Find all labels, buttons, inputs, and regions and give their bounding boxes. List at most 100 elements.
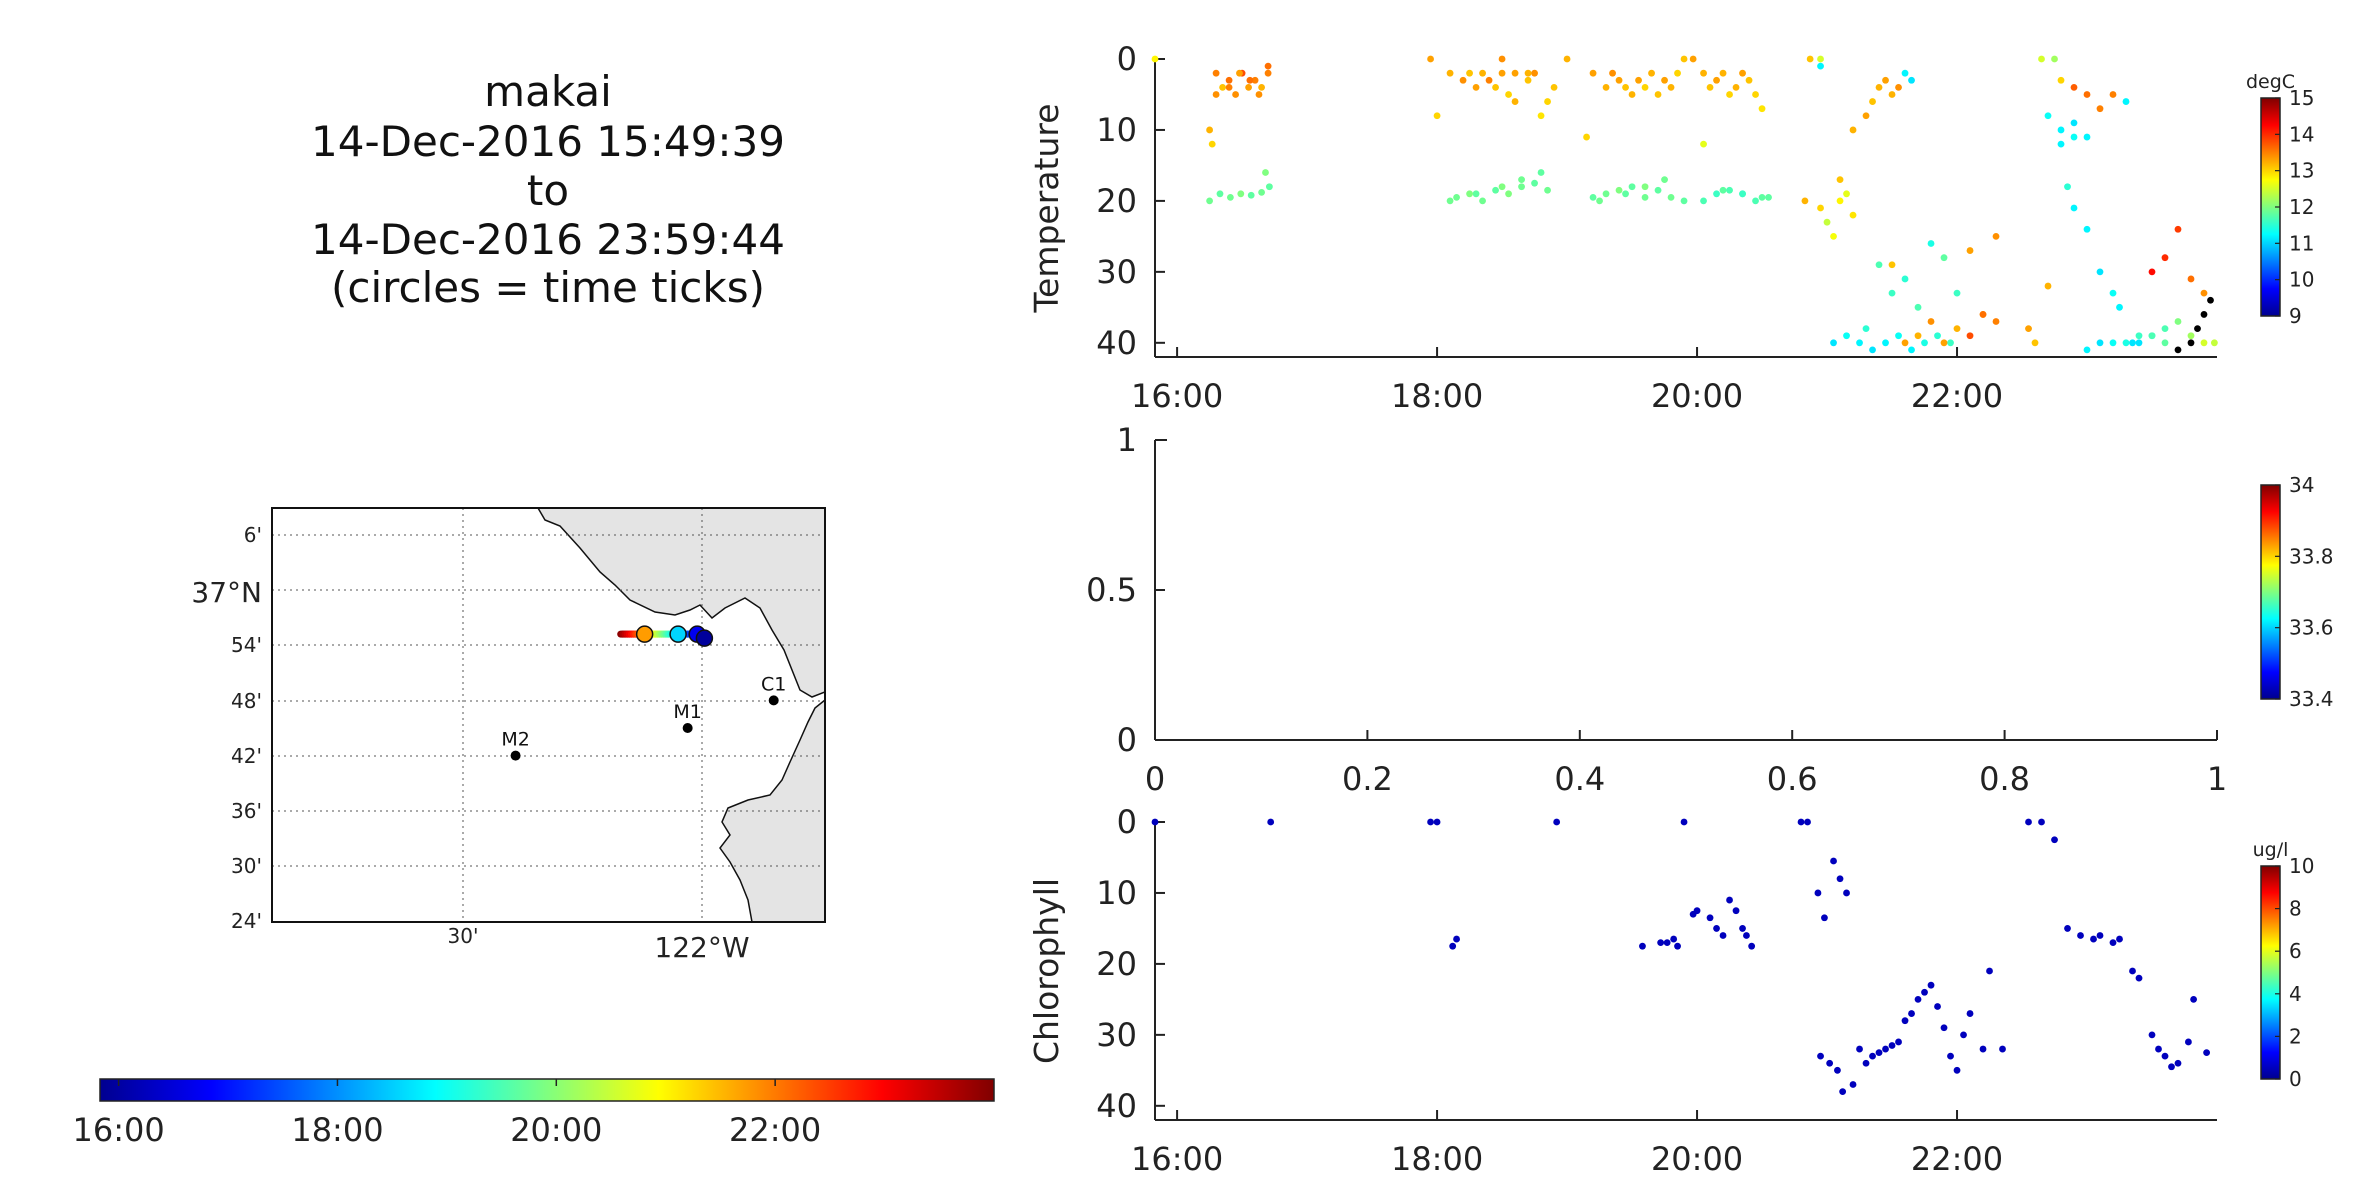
map-lat-tick: 36' [231, 799, 262, 823]
data-point [1615, 76, 1623, 84]
data-point [1258, 83, 1265, 91]
data-point [1726, 186, 1733, 194]
station-label: M2 [501, 729, 529, 751]
map-lat-tick: 24' [231, 909, 262, 933]
data-point [1453, 935, 1460, 943]
data-point [1498, 69, 1506, 77]
data-point [2135, 339, 2143, 347]
data-point [1237, 190, 1245, 198]
time-colorbar-gradient [99, 1078, 995, 1102]
data-point [1639, 942, 1646, 950]
data-point [1206, 126, 1213, 134]
data-point [1934, 1003, 1941, 1010]
time-tick-circle [635, 625, 654, 643]
data-point [1843, 332, 1850, 340]
data-point [1927, 981, 1935, 989]
data-point [1537, 169, 1545, 176]
data-point [1921, 339, 1928, 347]
data-point [1485, 76, 1493, 84]
data-point [1589, 69, 1597, 77]
data-point [1225, 83, 1233, 91]
x-tick-label: 0.4 [1554, 760, 1605, 798]
data-point [1895, 83, 1902, 91]
x-tick-label: 1 [2207, 760, 2227, 798]
data-point [1830, 857, 1837, 865]
data-point [2203, 1049, 2211, 1056]
data-point [1953, 1066, 1961, 1074]
data-point [1801, 197, 1809, 205]
data-point [1524, 69, 1532, 77]
data-point [2129, 339, 2136, 347]
title-line-start: 14-Dec-2016 15:49:39 [311, 117, 785, 166]
data-point [1719, 932, 1727, 939]
data-point [1901, 69, 1909, 77]
y-tick-label: 10 [1096, 111, 1137, 149]
data-point [2161, 339, 2169, 347]
data-point [2044, 112, 2052, 120]
data-point [1817, 62, 1824, 70]
data-point [1797, 818, 1805, 826]
data-point [1979, 311, 1987, 318]
data-point [2161, 254, 2169, 262]
data-point [2025, 325, 2032, 333]
data-point [1225, 76, 1233, 84]
data-point [2077, 932, 2084, 939]
colorbar-unit-label: ug/l [2253, 839, 2289, 861]
data-point [1446, 69, 1454, 77]
data-point [1953, 289, 1961, 297]
data-point [1622, 83, 1629, 91]
time-colorbar-tick-label: 20:00 [510, 1111, 602, 1149]
data-point [1817, 204, 1824, 212]
data-point [1862, 325, 1870, 333]
y-tick-label: 30 [1096, 1016, 1137, 1054]
data-point [1433, 112, 1441, 120]
data-point [1849, 211, 1857, 219]
data-point [1550, 83, 1558, 91]
data-point [1661, 76, 1668, 84]
x-tick-label: 22:00 [1911, 377, 2003, 415]
time-tick-circle [669, 625, 687, 643]
data-point [1602, 190, 1610, 198]
data-point [1531, 179, 1538, 187]
station-label: M1 [673, 701, 701, 723]
data-point [1265, 183, 1273, 191]
map-lon-tick: 30' [448, 924, 479, 948]
data-point [2057, 76, 2065, 84]
data-point [1661, 176, 1668, 184]
data-point [1927, 240, 1935, 247]
data-point [2135, 974, 2143, 982]
data-point [1670, 935, 1678, 943]
map-lat-tick: 48' [231, 689, 262, 713]
colorbar-tick-label: 14 [2289, 122, 2314, 146]
data-point [2200, 339, 2208, 347]
data-point [1674, 942, 1681, 950]
data-point [1226, 193, 1234, 201]
data-point [1479, 197, 1486, 205]
data-point [2187, 275, 2195, 283]
data-point [1583, 133, 1590, 141]
data-point [1212, 69, 1220, 77]
station-marker [768, 695, 779, 706]
data-point [1914, 332, 1922, 340]
data-point [2038, 55, 2045, 63]
x-tick-label: 22:00 [1911, 1140, 2003, 1178]
data-point [2044, 282, 2052, 290]
data-point [1433, 818, 1441, 826]
data-point [1706, 83, 1714, 91]
data-point [1713, 76, 1720, 84]
data-point [1641, 193, 1649, 201]
y-tick-label: 0.5 [1086, 571, 1137, 609]
data-point [1479, 69, 1486, 77]
x-tick-label: 0.6 [1767, 760, 1818, 798]
data-point [1726, 896, 1733, 904]
data-point [1739, 190, 1746, 198]
data-point [1752, 197, 1759, 205]
data-point [1908, 1010, 1915, 1017]
data-point [1869, 346, 1876, 354]
y-axis-label: Chlorophyll [1027, 878, 1066, 1064]
data-point [2070, 83, 2078, 91]
data-point [1648, 69, 1655, 77]
map-lat-tick: 6' [244, 523, 262, 547]
data-point [1732, 907, 1740, 915]
temperature-panel: 0 10 20 30 40 16:00 18:00 20:00 22:00 Temperature… [1027, 40, 2314, 415]
